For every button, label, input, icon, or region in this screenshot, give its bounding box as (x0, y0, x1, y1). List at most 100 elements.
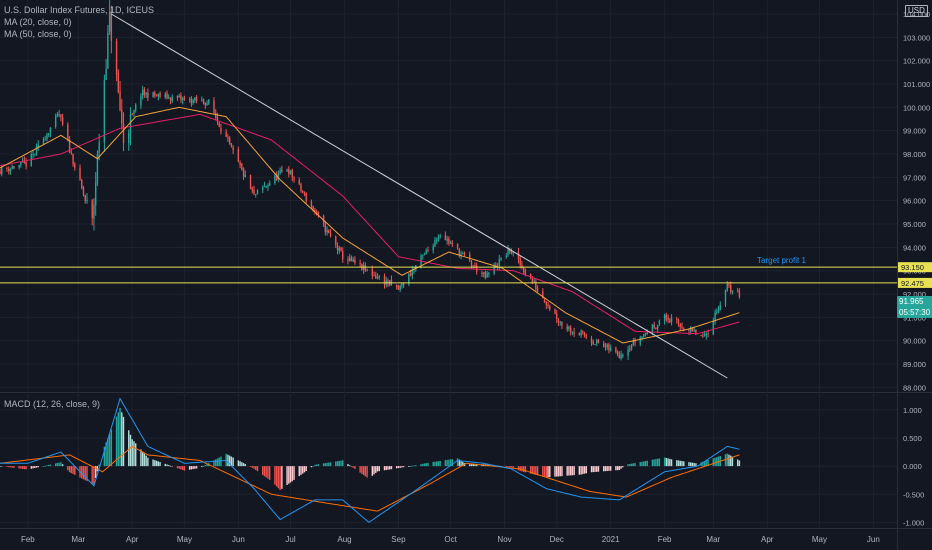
macd-histogram-bar (37, 466, 39, 468)
macd-histogram-bar (230, 456, 233, 467)
macd-histogram-bar (251, 466, 253, 468)
macd-histogram-bar (644, 461, 647, 467)
candle-body (129, 114, 132, 135)
candle-body (168, 97, 170, 99)
macd-histogram-bar (215, 459, 217, 467)
candle-body (561, 321, 563, 326)
macd-histogram-bar (25, 466, 27, 470)
candle-body (329, 232, 332, 237)
macd-histogram-bar (536, 466, 539, 476)
macd-histogram-bar (590, 466, 593, 473)
candle-body (691, 327, 694, 331)
ma50-legend[interactable]: MA (50, close, 0) (4, 29, 72, 39)
macd-histogram-bar (373, 466, 375, 475)
macd-histogram-bar (383, 466, 386, 471)
macd-histogram-bar (375, 466, 377, 473)
macd-histogram-bar (395, 466, 398, 469)
candle-body (265, 186, 267, 188)
macd-histogram-bar (274, 466, 276, 485)
candle-body (152, 91, 154, 98)
candle-body (68, 139, 71, 152)
macd-legend[interactable]: MACD (12, 26, close, 9) (4, 399, 101, 409)
candle-body (730, 285, 732, 292)
candle-body (244, 174, 247, 178)
candle-body (61, 117, 64, 125)
candle-body (340, 247, 342, 251)
macd-histogram-bar (695, 463, 697, 467)
macd-histogram-bar (608, 466, 610, 471)
macd-histogram-bar (736, 459, 739, 467)
macd-histogram-bar (42, 466, 45, 467)
symbol-label[interactable]: U.S. Dollar Index Futures, 1D, ICEUS (4, 5, 155, 15)
candle-body (510, 250, 513, 254)
macd-histogram-bar (135, 443, 137, 467)
candle-body (703, 334, 706, 336)
price-tick-label: 103.000 (903, 33, 930, 42)
ma20-legend[interactable]: MA (20, close, 0) (4, 17, 72, 27)
macd-histogram-bar (458, 459, 461, 467)
macd-histogram-bar (350, 466, 353, 467)
candle-body (557, 319, 560, 322)
price-tick-label: 90.000 (903, 337, 926, 346)
candle-body (366, 269, 368, 271)
candle-body (474, 265, 476, 267)
candle-body (192, 100, 194, 103)
macd-histogram-bar (133, 441, 135, 467)
macd-histogram-bar (253, 466, 255, 469)
time-tick-label: Nov (497, 535, 511, 544)
macd-histogram-bar (265, 466, 267, 478)
candle-body (509, 248, 511, 252)
ma50-line (0, 113, 740, 335)
macd-histogram-bar (291, 466, 293, 482)
candle-body (630, 345, 633, 350)
candle-body (390, 279, 393, 285)
candle-body (159, 92, 161, 97)
candle-body (738, 290, 741, 298)
candle-body (145, 92, 147, 95)
macd-histogram-bar (268, 466, 271, 480)
candle-body (242, 168, 245, 177)
macd-histogram-bar (128, 430, 130, 467)
candle-body (157, 93, 160, 97)
candle-body (13, 166, 15, 169)
candle-body (140, 95, 142, 106)
candle-body (239, 162, 241, 166)
candle-body (194, 97, 196, 101)
price-tick-label: 100.000 (903, 103, 930, 112)
macd-histogram-bar (314, 464, 316, 467)
macd-histogram-bar (23, 466, 26, 470)
candle-body (401, 283, 403, 286)
candle-body (670, 317, 673, 322)
macd-histogram-bar (275, 466, 278, 487)
candle-body (484, 271, 487, 278)
macd-histogram-bar (594, 466, 596, 472)
candle-body (274, 175, 276, 184)
candle-body (646, 332, 648, 334)
candle-body (397, 285, 400, 290)
candle-body (79, 167, 81, 180)
macd-histogram-bar (335, 461, 337, 467)
candle-body (1, 167, 3, 175)
candle-body (183, 97, 186, 99)
macd-histogram-bar (20, 466, 22, 469)
price-tag-value: 91.965 (899, 297, 924, 306)
candle-body (656, 324, 659, 329)
candle-body (373, 275, 375, 277)
time-tick-label: Jun (232, 535, 245, 544)
candle-body (81, 179, 83, 189)
macd-histogram-bar (535, 466, 537, 475)
macd-histogram-bar (171, 466, 173, 467)
candle-body (67, 124, 69, 141)
candle-body (582, 331, 584, 333)
candle-body (554, 308, 556, 314)
macd-histogram-bar (155, 460, 158, 467)
currency-label[interactable]: USD (905, 5, 928, 17)
candle-body (432, 246, 434, 251)
macd-histogram-bar (596, 466, 598, 472)
candle-body (72, 153, 74, 165)
macd-histogram-bar (300, 466, 302, 475)
macd-histogram-bar (204, 465, 206, 467)
candle-body (634, 339, 636, 344)
candle-body (726, 284, 728, 291)
